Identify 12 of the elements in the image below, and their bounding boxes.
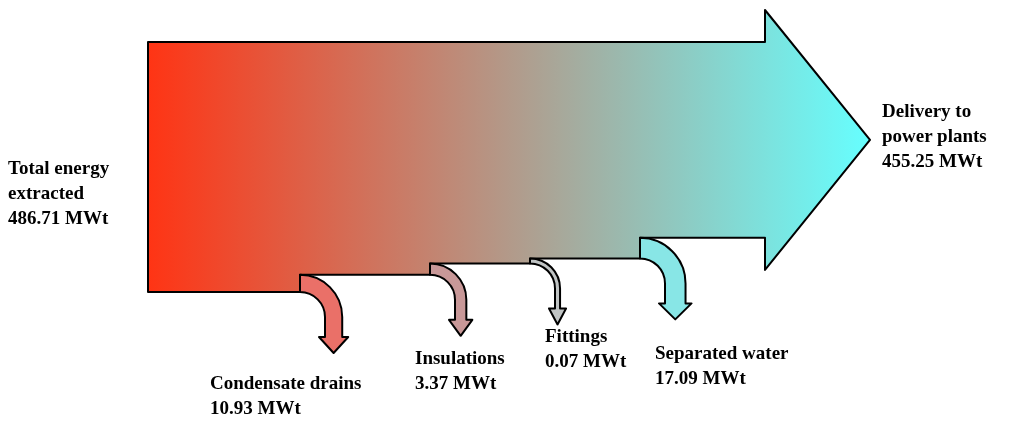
data-label: 486.71 MWt <box>8 206 109 228</box>
data-label: 0.07 MWt <box>545 350 627 372</box>
category-label: Separated water <box>655 342 790 364</box>
data-label: 455.25 MWt <box>882 149 983 171</box>
category-label: Delivery to power plants <box>882 99 987 146</box>
category-label: Total energy extracted <box>8 156 110 203</box>
category-label: Condensate drains <box>210 372 362 394</box>
category-label: Fittings <box>545 325 608 347</box>
category-label: Insulations <box>415 347 505 369</box>
data-label: 3.37 MWt <box>415 372 497 394</box>
data-label: 17.09 MWt <box>655 367 747 389</box>
data-label: 10.93 MWt <box>210 397 302 419</box>
